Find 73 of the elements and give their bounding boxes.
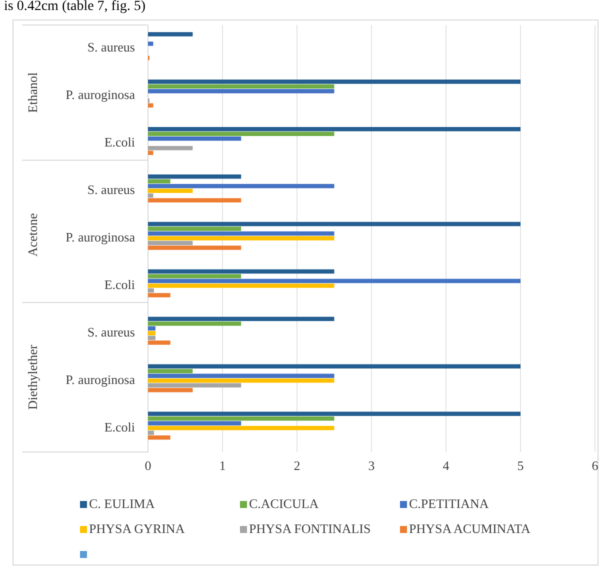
bar (148, 193, 154, 198)
y-tick-label: S. aureus (87, 324, 135, 340)
text: is 0.42cm (table 7, fig. 5) (4, 0, 146, 14)
bar (148, 288, 154, 293)
bar (148, 331, 156, 336)
legend-label: C. EULIMA (89, 496, 156, 511)
bar (148, 322, 242, 326)
bar (148, 421, 242, 426)
bar (148, 226, 242, 231)
legend-label: C.ACICULA (249, 496, 320, 511)
bar (148, 150, 154, 155)
bar (148, 174, 242, 179)
bar (148, 412, 520, 416)
bar (148, 368, 193, 374)
bar (148, 278, 520, 284)
x-tick-label: 3 (368, 458, 375, 473)
bar (148, 316, 334, 322)
x-tick-label: 6 (592, 458, 599, 473)
legend-label: PHYSA GYRINA (89, 520, 186, 536)
bar (148, 383, 242, 388)
x-tick-label: 2 (294, 458, 300, 473)
bar (148, 136, 242, 141)
bar (148, 378, 334, 383)
y-tick-label: E.coli (104, 419, 136, 434)
bar (148, 198, 242, 202)
bar (148, 293, 170, 298)
legend-label: PHYSA ACUMINATA (409, 520, 532, 536)
bar (148, 246, 242, 250)
y-tick-label: P. auroginosa (66, 87, 136, 102)
bar (148, 340, 170, 345)
y-tick-label: P. auroginosa (66, 229, 136, 244)
bar (148, 89, 334, 94)
x-tick-label: 5 (517, 458, 524, 473)
y-tick-label: E.coli (104, 134, 136, 150)
bar (148, 103, 154, 108)
bar (148, 388, 193, 392)
bar (148, 146, 193, 150)
x-tick-label: 0 (144, 458, 152, 473)
bar (148, 179, 170, 184)
legend-label: PHYSA FONTINALIS (249, 520, 371, 536)
x-tick-label: 1 (219, 458, 226, 473)
y-tick-label: S. aureus (87, 182, 135, 198)
bar (148, 222, 520, 226)
bar (148, 435, 170, 440)
x-tick-label: 4 (442, 458, 450, 473)
bar (148, 326, 156, 331)
text: Acetone (24, 213, 40, 257)
bar (148, 231, 334, 236)
bar (148, 430, 154, 435)
bar (148, 127, 520, 132)
y-tick-label: E.coli (104, 276, 136, 292)
bar (148, 336, 156, 340)
text: Ethanol (24, 72, 40, 113)
bar (148, 364, 520, 368)
bar (148, 132, 334, 136)
text: Diethylether (24, 344, 40, 410)
legend-label: C.PETITIANA (409, 496, 490, 511)
bar (148, 80, 520, 84)
bar (148, 42, 154, 46)
bar (148, 84, 334, 89)
bar (148, 269, 334, 274)
y-tick-label: P. auroginosa (66, 372, 136, 387)
y-tick-label: S. aureus (87, 40, 135, 55)
bar (148, 188, 193, 193)
bar (148, 236, 334, 240)
bar (148, 284, 334, 288)
bar (148, 240, 193, 246)
bar (148, 426, 334, 430)
bar (148, 274, 242, 278)
bar (148, 32, 193, 36)
bar (148, 184, 334, 188)
bar (148, 416, 334, 421)
bar (148, 374, 334, 378)
